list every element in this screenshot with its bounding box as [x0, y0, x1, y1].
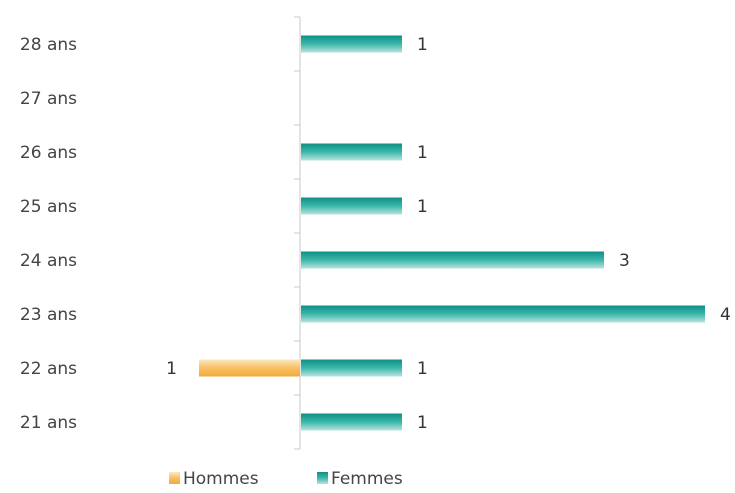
category-label: 22 ans	[20, 359, 77, 379]
category-label: 23 ans	[20, 305, 77, 325]
bar-femmes	[301, 251, 604, 269]
bar-femmes	[301, 305, 705, 323]
bar-femmes	[301, 413, 402, 431]
category-label: 26 ans	[20, 143, 77, 163]
category-label: 24 ans	[20, 251, 77, 271]
data-label-femmes: 1	[417, 197, 428, 217]
data-label-femmes: 3	[619, 251, 630, 271]
bar-hommes	[199, 359, 300, 377]
axis-layer	[294, 16, 301, 450]
labels-layer: 28 ans 1 27 ans 26 ans 1 25 ans 1 24 ans 3 23 ans…	[20, 35, 731, 433]
data-label-femmes: 4	[720, 305, 731, 325]
legend-femmes-swatch	[317, 472, 328, 484]
bar-femmes	[301, 143, 402, 161]
legend-hommes-label: Hommes	[183, 469, 259, 489]
data-label-femmes: 1	[417, 35, 428, 55]
data-label-femmes: 1	[417, 413, 428, 433]
bars-layer	[199, 35, 705, 431]
bar-femmes	[301, 359, 402, 377]
legend: Hommes Femmes	[169, 469, 403, 489]
category-label: 28 ans	[20, 35, 77, 55]
category-label: 27 ans	[20, 89, 77, 109]
data-label-hommes: 1	[166, 359, 177, 379]
legend-hommes-swatch	[169, 472, 180, 484]
data-label-femmes: 1	[417, 359, 428, 379]
bar-femmes	[301, 35, 402, 53]
legend-femmes-label: Femmes	[331, 469, 403, 489]
category-label: 25 ans	[20, 197, 77, 217]
category-label: 21 ans	[20, 413, 77, 433]
data-label-femmes: 1	[417, 143, 428, 163]
bar-femmes	[301, 197, 402, 215]
